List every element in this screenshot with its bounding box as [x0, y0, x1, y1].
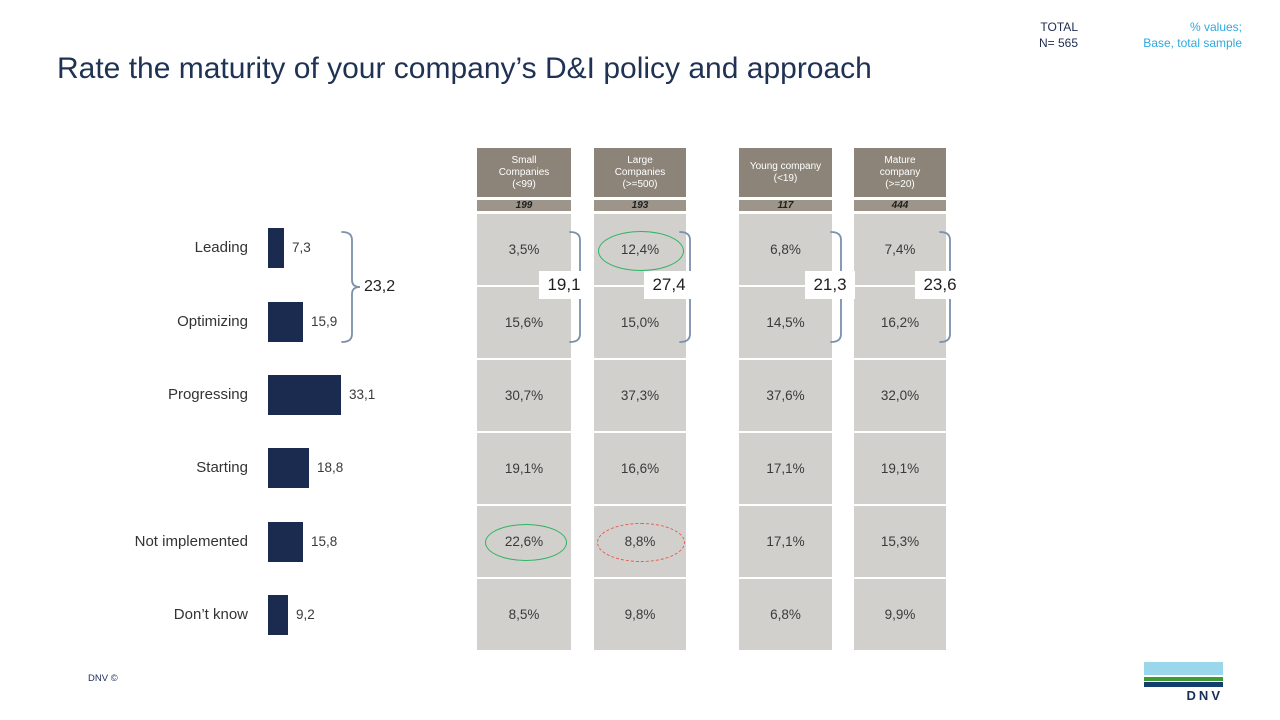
total-value-not-implemented: 15,8 — [311, 534, 338, 549]
segment-base-young: 117 — [739, 200, 832, 211]
segment-base-mature: 444 — [854, 200, 946, 211]
logo-navy-bar — [1144, 682, 1223, 687]
logo-green-bar — [1144, 677, 1223, 681]
copyright-text: DNV © — [88, 673, 118, 684]
segment-header-small: Small Companies (<99) — [477, 148, 571, 197]
cell-young-not-implemented: 17,1% — [739, 506, 832, 577]
total-value-progressing: 33,1 — [349, 387, 376, 402]
total-n: N= 565 — [1038, 36, 1078, 50]
total-bar-optimizing — [268, 302, 303, 342]
combined-value-large: 27,4 — [644, 271, 694, 299]
category-label-progressing: Progressing — [167, 386, 248, 403]
combined-value-small: 19,1 — [539, 271, 589, 299]
category-label-leading: Leading — [194, 239, 248, 256]
cell-young-progressing: 37,6% — [739, 360, 832, 431]
total-bar-not-implemented — [268, 522, 303, 562]
cell-small-starting: 19,1% — [477, 433, 571, 504]
cell-large-progressing: 37,3% — [594, 360, 686, 431]
highlight-ellipse-large-not-implemented — [597, 523, 685, 562]
total-sample-block: TOTAL N= 565 — [1039, 19, 1078, 51]
cell-young-starting: 17,1% — [739, 433, 832, 504]
highlight-ellipse-small-not-implemented — [485, 524, 567, 561]
segment-header-large: Large Companies (>=500) — [594, 148, 686, 197]
total-value-leading: 7,3 — [292, 240, 311, 255]
logo-lightblue-bar — [1144, 662, 1223, 675]
cell-large-optimizing: 15,0% — [594, 287, 686, 358]
combined-bracket-total — [341, 231, 361, 343]
cell-large-dont-know: 9,8% — [594, 579, 686, 650]
total-bar-starting — [268, 448, 309, 488]
dnv-logo: DNV — [1144, 662, 1223, 703]
segment-base-small: 199 — [477, 200, 571, 211]
segment-base-large: 193 — [594, 200, 686, 211]
cell-small-leading: 3,5% — [477, 214, 571, 285]
combined-value-total: 23,2 — [364, 278, 396, 295]
cell-mature-dont-know: 9,9% — [854, 579, 946, 650]
total-value-dont-know: 9,2 — [296, 607, 315, 622]
category-label-starting: Starting — [196, 459, 248, 476]
cell-mature-not-implemented: 15,3% — [854, 506, 946, 577]
category-label-not-implemented: Not implemented — [134, 533, 248, 550]
page-title: Rate the maturity of your company’s D&I … — [57, 52, 872, 85]
values-note-line2: Base, total sample — [1143, 36, 1242, 50]
total-label: TOTAL — [1040, 20, 1078, 34]
total-bar-leading — [268, 228, 284, 268]
cell-young-dont-know: 6,8% — [739, 579, 832, 650]
category-label-dont-know: Don’t know — [173, 606, 248, 623]
values-note-block: % values; Base, total sample — [1143, 19, 1242, 51]
cell-mature-starting: 19,1% — [854, 433, 946, 504]
total-bar-dont-know — [268, 595, 288, 635]
total-value-starting: 18,8 — [317, 460, 344, 475]
category-label-optimizing: Optimizing — [177, 313, 248, 330]
values-note-line1: % values; — [1189, 20, 1242, 34]
cell-mature-optimizing: 16,2% — [854, 287, 946, 358]
cell-mature-progressing: 32,0% — [854, 360, 946, 431]
highlight-ellipse-large-leading — [598, 231, 684, 271]
segment-header-mature: Mature company (>=20) — [854, 148, 946, 197]
cell-small-dont-know: 8,5% — [477, 579, 571, 650]
cell-large-starting: 16,6% — [594, 433, 686, 504]
combined-value-mature: 23,6 — [915, 271, 965, 299]
segment-header-young: Young company (<19) — [739, 148, 832, 197]
combined-value-young: 21,3 — [805, 271, 855, 299]
total-bar-progressing — [268, 375, 341, 415]
total-value-optimizing: 15,9 — [311, 314, 338, 329]
cell-small-progressing: 30,7% — [477, 360, 571, 431]
logo-wordmark: DNV — [1186, 688, 1223, 703]
